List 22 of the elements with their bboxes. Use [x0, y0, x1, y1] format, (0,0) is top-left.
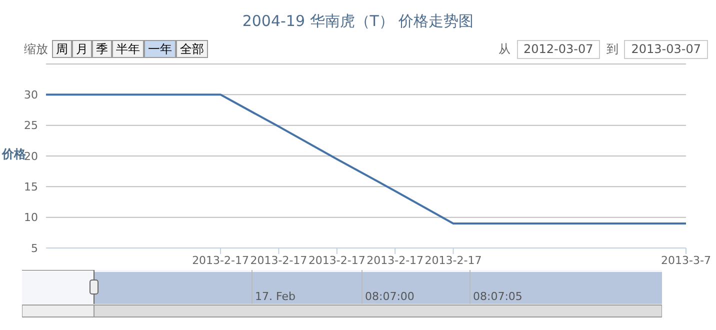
y-tick-label: 15	[24, 180, 38, 194]
x-tick-label: 2013-2-17	[424, 254, 482, 267]
y-axis-title: 价格	[2, 146, 26, 163]
chart-title: 2004-19 华南虎（T） 价格走势图	[241, 12, 475, 31]
y-tick-label: 30	[24, 88, 38, 102]
x-tick-label: 2013-2-17	[192, 254, 250, 267]
text: 2013-03-07	[624, 40, 708, 59]
y-tick-label: 20	[24, 150, 38, 163]
text: 从	[498, 41, 510, 58]
text: 到	[606, 41, 618, 58]
navigator: 17. Feb 08:07:00 08:07:05	[22, 270, 662, 320]
x-tick-label: 2013-2-17	[250, 254, 308, 267]
x-tick-label: 2013-2-17	[308, 254, 366, 267]
x-tick-label: 2013-2-17	[366, 254, 424, 267]
line-series	[46, 94, 686, 224]
text: 2012-03-07	[516, 40, 600, 59]
zoom-buttons: 周 月 季 半年 一年 全部	[52, 40, 208, 58]
text: 缩放	[24, 40, 48, 58]
y-tick-label: 25	[24, 119, 38, 132]
x-tick-label: 2013-3-7	[661, 254, 711, 267]
y-tick-label: 10	[24, 211, 38, 224]
y-tick-label: 5	[31, 242, 38, 255]
